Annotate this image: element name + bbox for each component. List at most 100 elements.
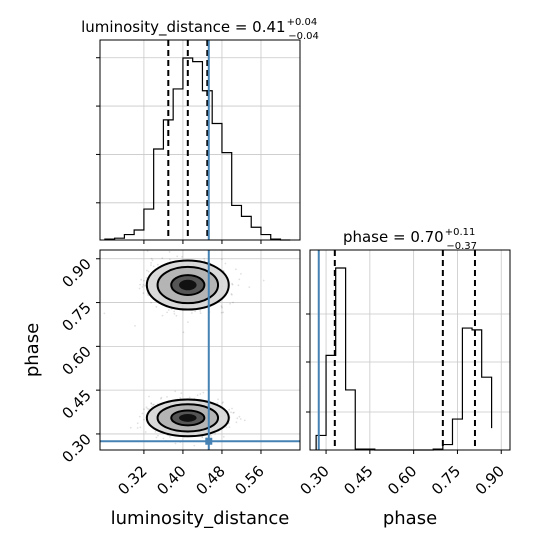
sample-point [173, 313, 176, 315]
y-tick-label: 0.60 [58, 342, 94, 378]
sample-point [150, 301, 153, 304]
sample-point [228, 408, 231, 411]
sample-point [154, 430, 157, 433]
sample-point [160, 397, 162, 400]
sample-point [147, 270, 150, 273]
sample-point [231, 407, 233, 410]
sample-point [146, 269, 148, 272]
y-tick-label: 0.75 [58, 299, 94, 335]
sample-point [166, 311, 169, 314]
truth-marker [205, 437, 213, 445]
x-tick-label: 0.32 [114, 462, 150, 498]
sample-point [150, 402, 153, 404]
sample-point [145, 406, 148, 409]
sample-point [148, 395, 150, 398]
sample-point [150, 257, 153, 260]
x-tick-label: 0.75 [428, 462, 464, 498]
sample-point [138, 415, 141, 418]
sample-point [156, 263, 159, 266]
density-peak-mode0 [179, 279, 197, 291]
sample-point [168, 251, 171, 253]
y-tick-label: 0.30 [58, 430, 94, 466]
sample-point [140, 278, 143, 281]
sample-point [237, 284, 240, 287]
sample-point [155, 436, 158, 439]
sample-point [225, 426, 228, 429]
y-tick-label: 0.90 [58, 255, 94, 291]
sample-point [166, 396, 168, 398]
sample-point [150, 402, 153, 405]
luminosity-distance-title: luminosity_distance = 0.41+0.04 −0.04 [81, 17, 319, 42]
sample-point [176, 255, 179, 258]
x-tick-label: 0.60 [384, 462, 420, 498]
sample-point [141, 286, 144, 288]
sample-point [187, 321, 189, 323]
x-tick-label: 0.90 [472, 462, 508, 498]
sample-point [228, 426, 231, 428]
sample-point [203, 257, 206, 260]
sample-point [231, 282, 234, 285]
sample-point [210, 435, 212, 437]
sample-point [153, 403, 155, 406]
sample-point [201, 435, 204, 438]
sample-point [233, 411, 235, 414]
sample-point [169, 258, 171, 261]
sample-point [182, 331, 185, 334]
sample-point [193, 444, 196, 447]
sample-point [199, 310, 202, 312]
sample-point [216, 402, 219, 404]
sample-point [175, 314, 178, 317]
histogram-step-luminosity-distance [104, 57, 291, 241]
sample-point [221, 402, 224, 405]
sample-point [222, 311, 225, 314]
sample-point [155, 305, 158, 308]
sample-point [144, 284, 147, 287]
x-tick-label: 0.30 [297, 462, 333, 498]
sample-point [229, 302, 232, 305]
axes-frame [99, 249, 301, 451]
sample-point [235, 268, 237, 271]
sample-point [162, 437, 165, 440]
sample-point [151, 259, 154, 262]
sample-point [148, 408, 150, 411]
density-panel: 0.32 0.40 0.48 0.56 0.30 0.45 0.60 0.75 0.90 [58, 249, 301, 498]
sample-point [222, 435, 225, 438]
sample-point [136, 427, 139, 429]
sample-point [141, 412, 144, 415]
sample-point [147, 294, 150, 297]
sample-point [231, 283, 234, 286]
sample-point [103, 312, 106, 315]
sample-point [236, 417, 239, 420]
sample-point [136, 422, 139, 425]
sample-point [174, 442, 177, 445]
sample-point [224, 262, 227, 265]
sample-point [188, 396, 191, 399]
sample-point [243, 419, 246, 422]
sample-point [230, 293, 233, 295]
sample-point [139, 283, 142, 286]
sample-point [231, 293, 233, 296]
sample-point [161, 257, 164, 260]
x-axis-label-phase: phase [383, 508, 437, 529]
hist-luminosity-distance-panel [96, 39, 301, 244]
sample-point [160, 396, 163, 399]
x-tick-label: 0.40 [153, 462, 189, 498]
sample-point [161, 314, 164, 317]
sample-point [157, 434, 159, 437]
sample-point [220, 305, 223, 308]
sample-point [143, 408, 145, 411]
sample-point [139, 426, 142, 429]
sample-point [144, 431, 147, 433]
sample-point [222, 401, 225, 403]
sample-point [248, 286, 251, 288]
sample-point [129, 426, 132, 429]
axes-frame [99, 39, 301, 241]
hist-phase-panel: 0.30 0.45 0.60 0.75 0.90 [297, 249, 511, 498]
axes-frame [309, 249, 511, 451]
sample-point [167, 309, 170, 311]
sample-point [239, 418, 242, 420]
sample-point [199, 312, 202, 314]
sample-point [196, 394, 199, 397]
sample-point [143, 279, 145, 282]
sample-point [240, 273, 242, 275]
